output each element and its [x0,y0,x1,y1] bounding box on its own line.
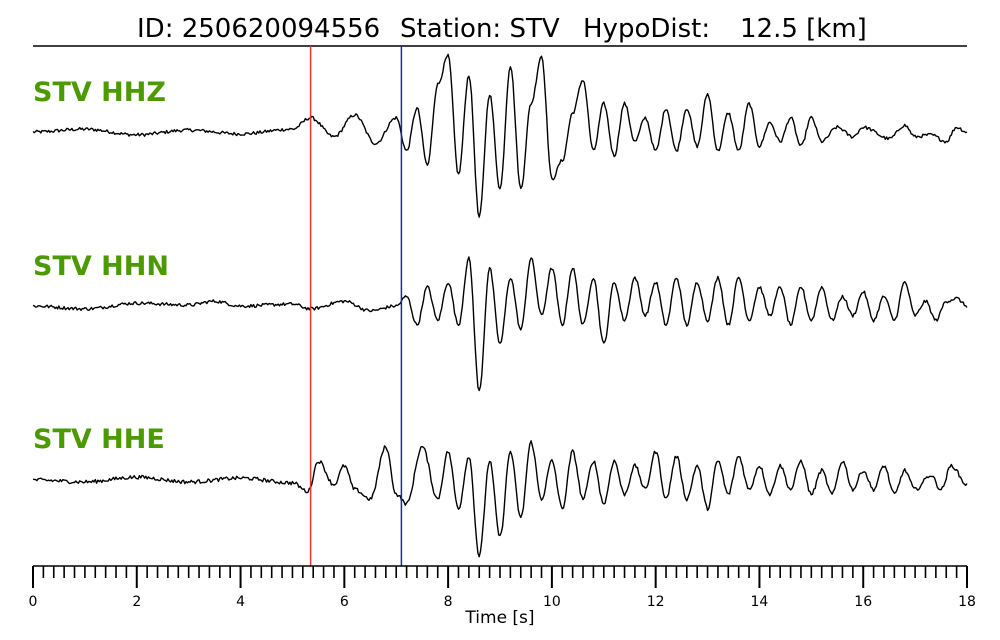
trace-hhz [32,53,968,218]
x-axis-label: Time [s] [464,608,534,628]
channel-label-hhe: STV HHE [33,424,165,455]
trace-hhn [32,256,968,392]
x-tick-label: 10 [543,594,561,610]
x-axis-ticks: 0 2 4 6 8 10 12 14 16 18 [29,566,976,610]
title-id: ID: 250620094556 [137,14,380,44]
trace-hhe [32,440,968,558]
channel-label-hhz: STV HHZ [33,77,166,108]
x-tick-label: 18 [958,594,976,610]
x-tick-label: 2 [132,594,141,610]
x-tick-label: 12 [647,594,665,610]
x-tick-label: 8 [444,594,453,610]
channel-label-hhn: STV HHN [33,251,169,282]
x-tick-label: 14 [751,594,769,610]
x-tick-label: 16 [854,594,872,610]
x-tick-label: 4 [236,594,245,610]
title-station: Station: STV [400,14,560,44]
title-hypodist-label: HypoDist: [583,14,710,44]
x-tick-label: 0 [29,594,38,610]
title-hypodist-value: 12.5 [km] [740,14,867,44]
x-tick-label: 6 [340,594,349,610]
